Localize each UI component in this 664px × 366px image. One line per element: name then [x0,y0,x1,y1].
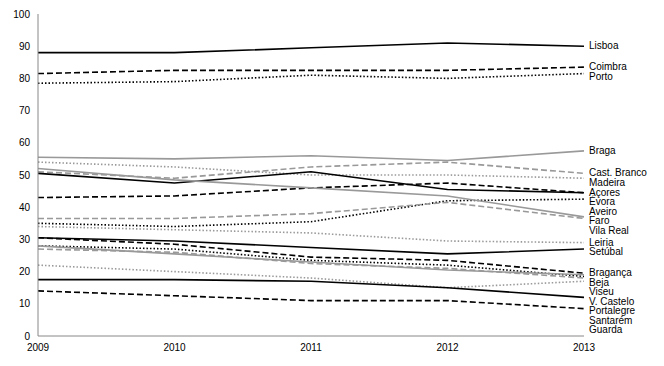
svg-text:2009: 2009 [27,342,50,353]
html-text:V. Castelo: V. Castelo [589,295,635,307]
svg-text:0: 0 [24,331,30,342]
html-text:Viseu: Viseu [589,286,614,298]
svg-text:100: 100 [13,9,30,20]
svg-text:2011: 2011 [300,342,322,353]
svg-text:90: 90 [19,41,31,52]
html-text:Guarda: Guarda [589,324,623,336]
html-text:Portalegre: Portalegre [589,305,636,317]
html-text:Braga: Braga [589,144,616,156]
html-text:Faro: Faro [589,215,610,227]
svg-text:60: 60 [19,137,31,148]
html-text:Porto: Porto [589,70,613,82]
svg-text:2010: 2010 [163,342,186,353]
svg-text:70: 70 [19,105,31,116]
html-text:Lisboa: Lisboa [589,40,619,52]
svg-text:2013: 2013 [573,342,596,353]
svg-text:10: 10 [19,298,31,309]
svg-text:2012: 2012 [436,342,459,353]
svg-text:50: 50 [19,170,31,181]
html-text:Beja: Beja [589,276,609,288]
html-text:Vila Real: Vila Real [589,224,629,236]
html-text:Leiria: Leiria [589,236,614,248]
html-text:Santarém: Santarém [589,314,633,326]
svg-text:40: 40 [19,202,31,213]
html-text:Coimbra: Coimbra [589,61,627,73]
html-text:Bragança: Bragança [589,267,632,279]
html-text:Aveiro: Aveiro [589,205,618,217]
html-text:Açores: Açores [589,186,621,198]
html-text:Madeira: Madeira [589,176,626,188]
html-text:Setúbal: Setúbal [589,246,623,258]
html-text:Évora: Évora [589,196,616,208]
svg-text:20: 20 [19,266,31,277]
svg-text:80: 80 [19,73,31,84]
svg-text:30: 30 [19,234,31,245]
html-text:Cast. Branco: Cast. Branco [589,167,647,179]
